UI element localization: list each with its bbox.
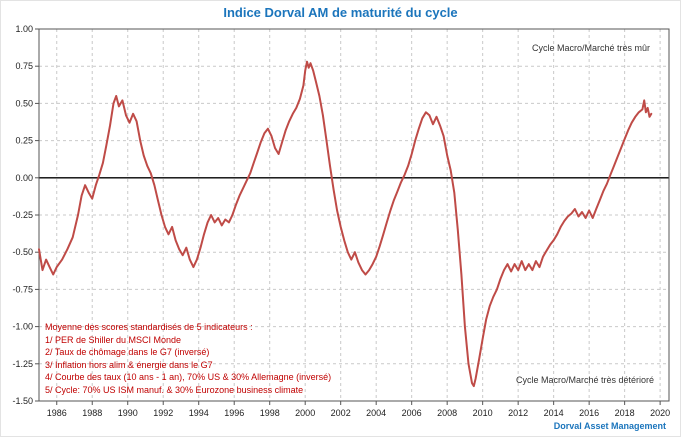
y-tick-label: 0.25	[15, 136, 33, 146]
x-tick-label: 2004	[366, 408, 386, 418]
x-tick-label: 1986	[47, 408, 67, 418]
x-tick-label: 1992	[153, 408, 173, 418]
annotation-cycle-mature: Cycle Macro/Marché très mûr	[531, 43, 650, 53]
brand-label: Dorval Asset Management	[553, 421, 666, 431]
x-tick-label: 2006	[402, 408, 422, 418]
chart-title: Indice Dorval AM de maturité du cycle	[223, 5, 458, 20]
x-tick-label: 2010	[473, 408, 493, 418]
y-tick-label: -0.75	[12, 284, 33, 294]
methodology-legend: Moyenne des scores standardisés de 5 ind…	[45, 321, 331, 396]
x-tick-label: 2020	[650, 408, 670, 418]
x-tick-label: 2016	[579, 408, 599, 418]
y-tick-label: -1.50	[12, 396, 33, 406]
y-tick-label: -1.25	[12, 359, 33, 369]
x-tick-label: 1996	[224, 408, 244, 418]
methodology-line: 2/ Taux de chômage dans le G7 (inversé)	[45, 347, 210, 357]
methodology-line: 3/ Inflation hors alim & énergie dans le…	[45, 359, 213, 370]
x-tick-label: 2012	[508, 408, 528, 418]
x-tick-label: 1988	[82, 408, 102, 418]
methodology-line: 5/ Cycle: 70% US ISM manuf. & 30% Eurozo…	[45, 384, 304, 395]
x-tick-label: 2002	[331, 408, 351, 418]
y-tick-label: 0.50	[15, 98, 33, 108]
y-tick-label: 0.00	[15, 173, 33, 183]
x-tick-label: 2000	[295, 408, 315, 418]
x-tick-label: 2018	[615, 408, 635, 418]
y-tick-label: -0.25	[12, 210, 33, 220]
x-tick-label: 2014	[544, 408, 564, 418]
y-tick-label: -1.00	[12, 322, 33, 332]
x-tick-label: 1998	[260, 408, 280, 418]
y-tick-label: 1.00	[15, 24, 33, 34]
annotation-cycle-deteriorated: Cycle Macro/Marché très détérioré	[515, 375, 654, 385]
methodology-line: Moyenne des scores standardisés de 5 ind…	[45, 322, 253, 332]
methodology-line: 1/ PER de Shiller du MSCI Monde	[45, 334, 182, 345]
methodology-line: 4/ Courbe des taux (10 ans - 1 an), 70% …	[45, 372, 332, 382]
x-tick-label: 1990	[118, 408, 138, 418]
cycle-index-line	[38, 60, 653, 388]
x-tick-label: 1994	[189, 408, 209, 418]
y-tick-label: 0.75	[15, 61, 33, 71]
y-tick-label: -0.50	[12, 247, 33, 257]
x-tick-label: 2008	[437, 408, 457, 418]
